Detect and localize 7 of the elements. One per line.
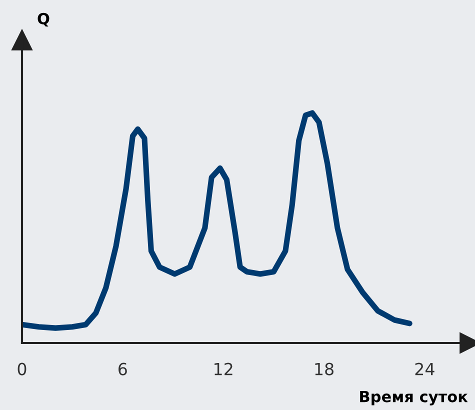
x-axis-title: Время суток <box>360 390 468 406</box>
x-tick-label: 6 <box>118 362 127 376</box>
x-tick-label: 24 <box>415 362 434 376</box>
x-tick-label: 0 <box>18 362 26 376</box>
x-tick-label: 18 <box>315 362 334 376</box>
x-tick-label: 12 <box>214 362 232 376</box>
text: Q <box>38 12 50 26</box>
